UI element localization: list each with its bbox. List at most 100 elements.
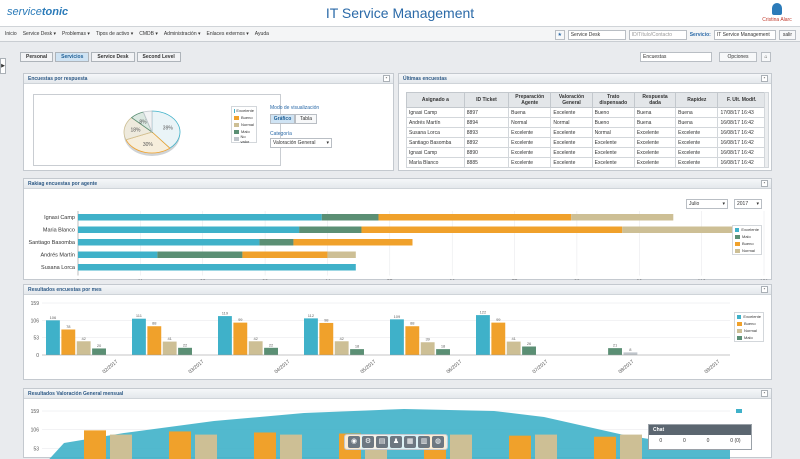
search-scope-select[interactable]: Service Desk: [568, 30, 626, 40]
bar: [92, 348, 106, 355]
gear-icon[interactable]: ⚙: [362, 436, 374, 448]
dashboard-select[interactable]: Encuestas: [640, 52, 712, 62]
side-panel-toggle[interactable]: ▶: [0, 58, 6, 74]
bar-segment: [293, 239, 412, 246]
table-header[interactable]: ID Ticket: [464, 93, 508, 108]
bar-label: 26: [527, 341, 532, 346]
globe-icon[interactable]: ◍: [432, 436, 444, 448]
app-title: IT Service Management: [0, 5, 800, 21]
bar-segment: [78, 239, 259, 246]
table-header[interactable]: F. Ult. Modif.: [718, 93, 766, 108]
table-cell: Normal: [509, 118, 551, 128]
collapse-icon[interactable]: -: [761, 75, 768, 82]
table-cell: Excelente: [509, 128, 551, 138]
table-header[interactable]: Trato dispensado: [592, 93, 634, 108]
legend-swatch: [735, 228, 739, 232]
bar: [509, 436, 531, 459]
menu-item-0[interactable]: Inicio: [5, 31, 17, 37]
home-button[interactable]: ⌂: [761, 52, 771, 62]
exit-button[interactable]: salir: [779, 30, 796, 40]
table-cell: Excelente: [592, 148, 634, 158]
star-button[interactable]: ★: [555, 30, 565, 40]
chart-icon[interactable]: ▤: [376, 436, 388, 448]
user-icon[interactable]: ♟: [390, 436, 402, 448]
table-cell: Normal: [592, 128, 634, 138]
bar: [450, 435, 472, 459]
view-table-button[interactable]: Tabla: [295, 114, 317, 124]
pie-label: 8%: [139, 119, 147, 125]
collapse-icon[interactable]: -: [761, 180, 768, 187]
table-scrollbar[interactable]: [764, 92, 769, 168]
menu-item-3[interactable]: Tipos de activo ▾: [96, 31, 133, 37]
options-button[interactable]: Opciones: [719, 52, 757, 62]
bar-segment: [378, 214, 571, 221]
table-cell: Excelente: [592, 138, 634, 148]
tab-second-level[interactable]: Second Level: [137, 52, 181, 62]
bar-segment: [78, 264, 356, 271]
user-menu[interactable]: Cristina Alarc: [762, 3, 792, 23]
table-header[interactable]: Asignado a: [407, 93, 465, 108]
bar-segment: [242, 252, 327, 259]
x-tick-label: 05/2017: [360, 359, 378, 375]
pie-label: 18%: [130, 128, 141, 134]
bar: [507, 342, 521, 355]
collapse-icon[interactable]: -: [383, 75, 390, 82]
tab-servicios[interactable]: Servicios: [55, 52, 89, 62]
table-cell: Buena: [676, 118, 718, 128]
collapse-icon[interactable]: -: [761, 286, 768, 293]
bar: [233, 323, 247, 355]
table-header[interactable]: Preparación Agente: [509, 93, 551, 108]
table-header[interactable]: Rapidez: [676, 93, 718, 108]
panel-header: Resultados encuestas por mes-: [24, 285, 771, 295]
menu-item-2[interactable]: Problemas ▾: [62, 31, 90, 37]
service-label: Servicio:: [690, 32, 711, 38]
ticket-search-input[interactable]: ID/Título/Contacto: [629, 30, 687, 40]
bar: [264, 348, 278, 355]
legend-label: Bueno: [742, 241, 754, 246]
x-tick-label: 04/2017: [274, 359, 292, 375]
bulb-icon[interactable]: ◉: [348, 436, 360, 448]
legend-swatch: [737, 336, 742, 340]
bar: [608, 348, 622, 355]
table-header[interactable]: Valoración General: [551, 93, 592, 108]
tab-personal[interactable]: Personal: [20, 52, 53, 62]
legend-swatch: [234, 123, 239, 127]
view-graph-button[interactable]: Gráfico: [270, 114, 295, 124]
legend-item: Excelente: [733, 226, 761, 233]
chat-header[interactable]: Chat: [649, 425, 751, 435]
panel-header: Últimas encuestas-: [399, 74, 771, 84]
legend-item: Malo: [735, 334, 763, 341]
table-cell: Excelente: [676, 158, 718, 168]
legend-label: No valor: [241, 134, 254, 144]
table-header[interactable]: Respuesta dada: [634, 93, 675, 108]
bar: [335, 341, 349, 355]
menu-item-1[interactable]: Service Desk ▾: [23, 31, 56, 37]
bar: [350, 349, 364, 355]
menu-item-5[interactable]: Administración ▾: [164, 31, 201, 37]
bar: [620, 435, 642, 459]
grid-icon[interactable]: ▥: [418, 436, 430, 448]
collapse-icon[interactable]: -: [761, 390, 768, 397]
bar-label: 78: [66, 324, 71, 329]
legend-label: Normal: [744, 328, 757, 333]
menu-item-6[interactable]: Enlaces externos ▾: [207, 31, 249, 37]
service-select[interactable]: IT Service Management: [714, 30, 776, 40]
calendar-icon[interactable]: ▦: [404, 436, 416, 448]
menu-item-4[interactable]: CMDB ▾: [139, 31, 158, 37]
y-tick-label: 106: [31, 318, 40, 324]
y-tick-label: Andrés Martín: [40, 253, 75, 259]
legend-label: Malo: [744, 335, 753, 340]
menu-item-7[interactable]: Ayuda: [255, 31, 269, 37]
x-tick-label: 55: [387, 280, 393, 281]
menu-bar: Inicio Service Desk ▾ Problemas ▾ Tipos de …: [0, 27, 800, 42]
category-select[interactable]: Valoración General▾: [270, 138, 332, 148]
table-cell: Ignasi Camp: [407, 108, 465, 118]
tab-service-desk[interactable]: Service Desk: [91, 52, 134, 62]
